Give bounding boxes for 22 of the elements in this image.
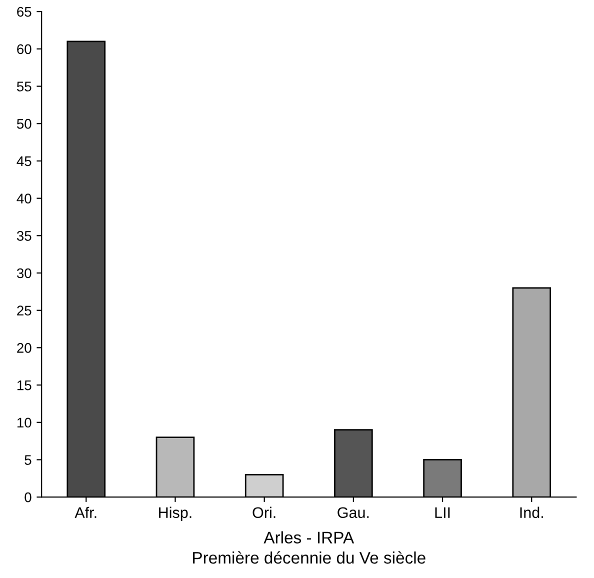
y-tick-label: 45 [16, 156, 32, 166]
x-tick-label: LII [435, 507, 450, 518]
x-tick-label: Gau. [338, 507, 369, 518]
y-tick-label: 10 [17, 418, 32, 428]
y-tick-label: 55 [16, 82, 32, 92]
x-tick-label: Hisp. [159, 506, 192, 522]
y-tick-label: 35 [16, 230, 32, 241]
x-tick-label: Ori. [252, 506, 276, 518]
y-tick-label: 50 [16, 118, 32, 129]
y-tick-label: 0 [24, 492, 32, 502]
text: Première décennie du Ve siècle [193, 551, 426, 564]
x-tick-label: Ind. [520, 506, 543, 518]
text: Arles - IRPA [264, 531, 354, 544]
y-tick-label: 15 [17, 380, 32, 390]
y-tick-label: 40 [16, 194, 32, 204]
y-tick-label: 25 [17, 306, 32, 316]
x-tick-label: Afr. [74, 506, 96, 518]
y-tick-label: 30 [16, 268, 32, 278]
y-tick-label: 5 [24, 455, 32, 465]
y-tick-label: 20 [17, 343, 32, 353]
y-tick-label: 65 [17, 6, 32, 17]
y-tick-label: 60 [17, 44, 32, 54]
